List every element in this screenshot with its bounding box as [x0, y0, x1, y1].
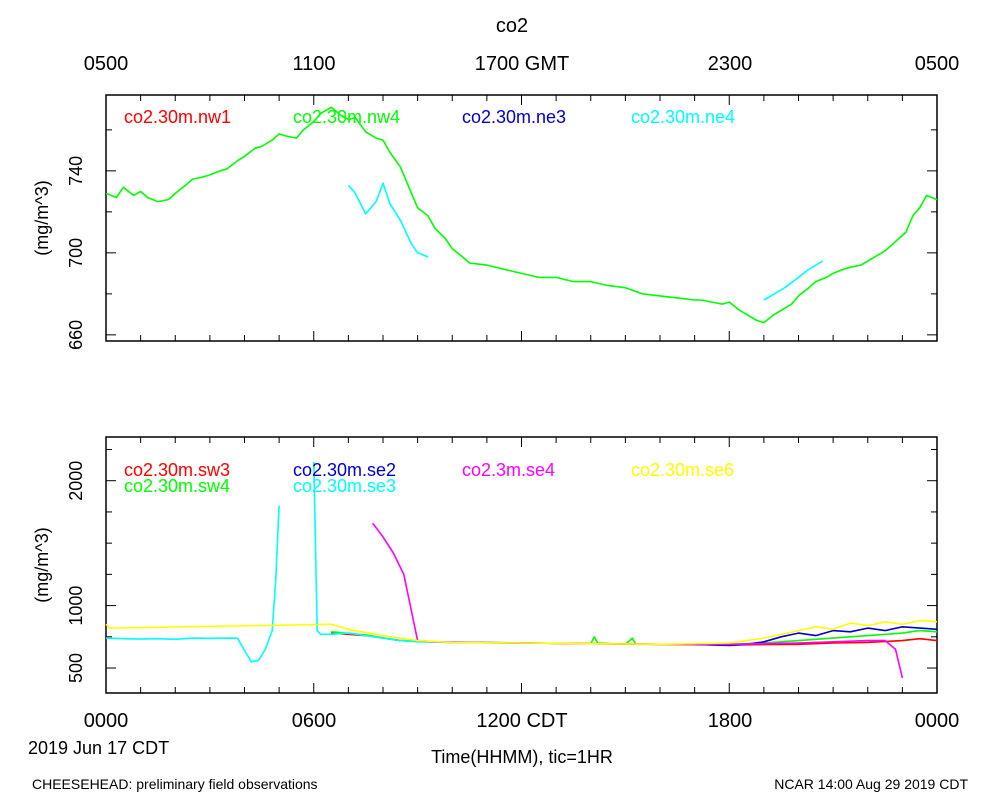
bottom-y-tick-label: 500: [66, 653, 86, 683]
legend-se3: co2.30m.se3: [293, 476, 396, 496]
bottom-panel-frame: [105, 436, 938, 694]
top-y-tick-label: 740: [66, 156, 86, 186]
footer-right: NCAR 14:00 Aug 29 2019 CDT: [774, 776, 968, 792]
series-line-co2-30m-ne4: [763, 260, 824, 301]
series-line-co2-30m-nw4: [105, 106, 938, 324]
top-panel: 0500 1100 1700 GMT 2300 0500 (mg/m^3) 66…: [32, 53, 959, 350]
series-line-co2-30m-ne4: [347, 182, 429, 258]
series-line-co2-30m-se6: [105, 619, 938, 646]
legend-sw4: co2.30m.sw4: [124, 476, 230, 496]
bottom-axis-label-3: 1800: [708, 710, 753, 732]
footer-left: CHEESEHEAD: preliminary field observatio…: [32, 776, 318, 792]
bottom-panel: (mg/m^3) 500 1000 2000 co2.30m.sw3 co2.30m…: [32, 436, 960, 732]
legend-sw3: co2.30m.sw3: [124, 460, 230, 480]
bottom-axis-label-4: 0000: [915, 710, 960, 732]
legend-se4: co2.3m.se4: [462, 460, 555, 480]
bottom-y-tick-labels: 500 1000 2000: [66, 461, 86, 683]
top-y-tick-label: 660: [66, 320, 86, 350]
legend-nw1: co2.30m.nw1: [124, 107, 231, 127]
top-axis-label-3: 2300: [708, 53, 753, 75]
top-axis-label-2: 1700 GMT: [475, 53, 569, 75]
date-label: 2019 Jun 17 CDT: [28, 738, 169, 758]
top-axis-label-0: 0500: [84, 53, 129, 75]
series-line-co2-30m-sw3: [331, 632, 938, 646]
series-line-co2-3m-se4: [371, 522, 904, 679]
legend-ne4: co2.30m.ne4: [631, 107, 735, 127]
legend-ne3: co2.30m.ne3: [462, 107, 566, 127]
bottom-axis-label-2: 1200 CDT: [476, 710, 567, 732]
top-y-tick-labels: 660 700 740: [66, 156, 86, 350]
bottom-y-axis-label: (mg/m^3): [32, 527, 52, 602]
legend-se6: co2.30m.se6: [631, 460, 734, 480]
x-axis-label: Time(HHMM), tic=1HR: [431, 747, 613, 767]
bottom-legend: co2.30m.sw3 co2.30m.sw4 co2.30m.se2 co2.…: [124, 460, 734, 496]
top-legend: co2.30m.nw1 co2.30m.nw4 co2.30m.ne3 co2.…: [124, 107, 735, 127]
bottom-y-tick-label: 2000: [66, 461, 86, 501]
top-y-axis-label: (mg/m^3): [32, 180, 52, 255]
bottom-axis-label-0: 0000: [84, 710, 129, 732]
top-axis-label-4: 0500: [915, 53, 960, 75]
bottom-series-lines: [105, 461, 938, 679]
legend-se2: co2.30m.se2: [293, 460, 396, 480]
bottom-axis-label-1: 0600: [292, 710, 337, 732]
top-series-lines: [105, 106, 938, 324]
top-panel-frame: [105, 94, 938, 342]
chart-title: co2: [496, 15, 528, 37]
top-panel-ticks: [105, 95, 938, 341]
bottom-y-tick-label: 1000: [66, 586, 86, 626]
bottom-panel-ticks: [105, 437, 938, 693]
legend-nw4: co2.30m.nw4: [293, 107, 400, 127]
top-axis-label-1: 1100: [292, 53, 335, 75]
top-y-tick-label: 700: [66, 238, 86, 268]
